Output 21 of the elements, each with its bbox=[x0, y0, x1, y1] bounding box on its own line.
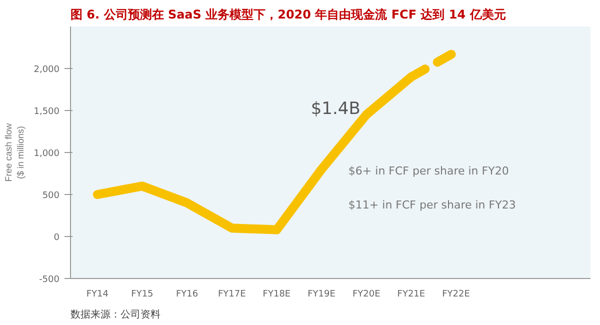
annotation: $11+ in FCF per share in FY23 bbox=[348, 198, 516, 212]
y-tick-label: 2,000 bbox=[34, 65, 60, 75]
x-tick-label: FY17E bbox=[218, 290, 246, 300]
chart-title: 图 6. 公司预测在 SaaS 业务模型下，2020 年自由现金流 FCF 达到 14 亿美元 bbox=[70, 8, 506, 22]
annotation: $6+ in FCF per share in FY20 bbox=[348, 164, 509, 178]
x-tick-label: FY20E bbox=[352, 290, 381, 300]
x-tick-label: FY21E bbox=[397, 290, 426, 300]
x-tick-label: FY15 bbox=[131, 290, 154, 300]
annotation: $1.4B bbox=[310, 98, 360, 119]
x-tick-label: FY14 bbox=[86, 290, 109, 300]
y-tick-label: 500 bbox=[42, 191, 60, 201]
y-tick-label: -500 bbox=[39, 275, 60, 285]
y-tick-label: 0 bbox=[54, 233, 60, 243]
x-tick-label: FY19E bbox=[308, 290, 336, 300]
source-note: 数据来源：公司资料 bbox=[70, 308, 160, 320]
y-tick-label: 1,500 bbox=[34, 107, 60, 117]
x-tick-label: FY22E bbox=[442, 290, 470, 300]
y-axis-title: Free cash flow ($ in millions) bbox=[4, 122, 26, 182]
x-tick-label: FY18E bbox=[262, 290, 291, 300]
x-tick-label: FY16 bbox=[176, 290, 198, 300]
y-tick-label: 1,000 bbox=[34, 149, 60, 159]
